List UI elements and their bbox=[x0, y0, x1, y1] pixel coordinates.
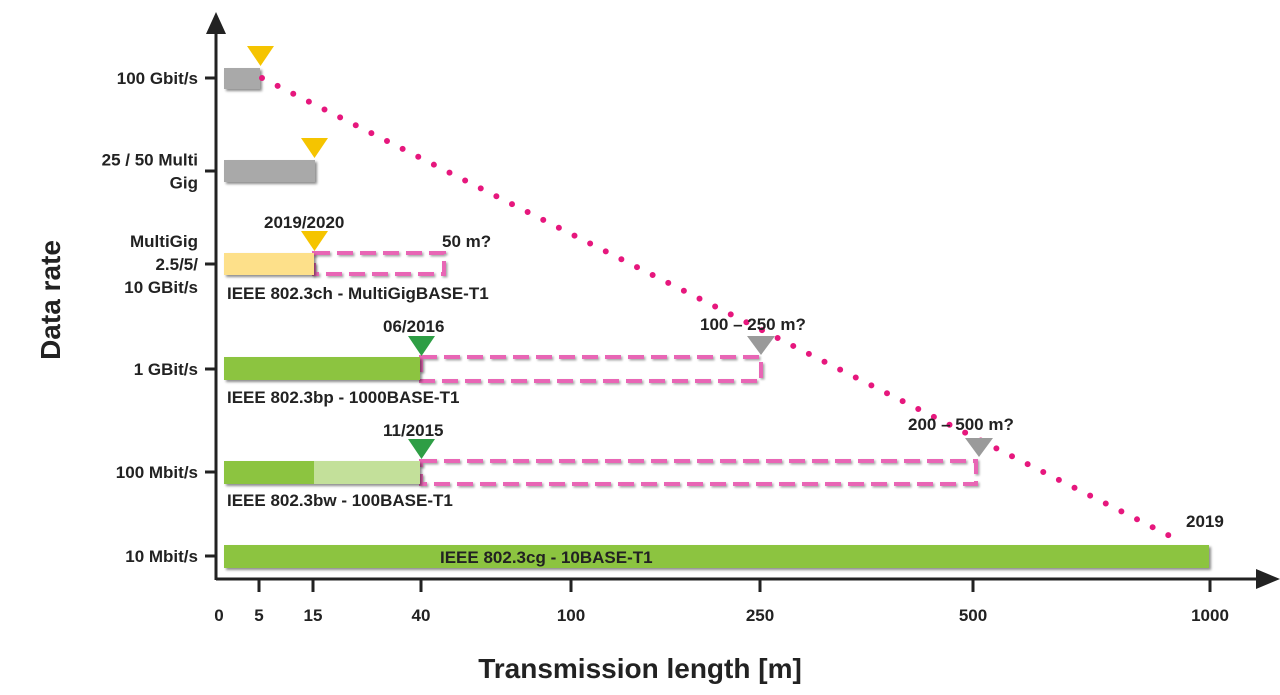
dashed-extension-100m bbox=[419, 459, 978, 486]
marker-100g bbox=[247, 46, 274, 66]
label-date-100m: 11/2015 bbox=[383, 421, 444, 440]
x-tick-label: 1000 bbox=[1191, 606, 1229, 625]
y-tick-label: 100 Gbit/s bbox=[117, 69, 198, 88]
x-tick-label: 500 bbox=[959, 606, 987, 625]
bar-10g bbox=[224, 253, 314, 275]
bar-100m bbox=[224, 461, 314, 484]
label-ext-1g: 100 – 250 m? bbox=[700, 315, 806, 334]
x-tick-label: 40 bbox=[412, 606, 431, 625]
bar-25-50g bbox=[224, 160, 315, 182]
marker-25-50g bbox=[301, 138, 328, 158]
x-tick-label: 5 bbox=[254, 606, 263, 625]
label-date-1g: 06/2016 bbox=[383, 317, 444, 336]
bar-100g bbox=[224, 68, 260, 89]
axes bbox=[206, 12, 1280, 589]
bar-10m bbox=[224, 545, 1209, 568]
bar-100m-light bbox=[314, 461, 420, 484]
label-std-10m: IEEE 802.3cg - 10BASE-T1 bbox=[440, 548, 653, 567]
y-tick-label: Gig bbox=[170, 174, 198, 193]
label-ext-10g: 50 m? bbox=[442, 232, 491, 251]
bar-1g bbox=[224, 357, 420, 380]
x-tick-label: 250 bbox=[746, 606, 774, 625]
y-axis-ticks: 100 Gbit/s 25 / 50 Multi Gig MultiGig 2.5/5/… bbox=[102, 69, 216, 566]
label-date-10g: 2019/2020 bbox=[264, 213, 344, 232]
marker-1g-ext bbox=[747, 336, 775, 355]
markers bbox=[247, 46, 993, 459]
y-axis-title: Data rate bbox=[35, 240, 66, 360]
label-std-1g: IEEE 802.3bp - 1000BASE-T1 bbox=[227, 388, 459, 407]
marker-1g bbox=[408, 336, 435, 356]
x-axis-ticks: 0 5 15 40 100 250 500 1000 bbox=[214, 579, 1229, 625]
label-std-10g: IEEE 802.3ch - MultiGigBASE-T1 bbox=[227, 284, 489, 303]
y-tick-label: 1 GBit/s bbox=[134, 360, 198, 379]
marker-100m bbox=[408, 439, 435, 459]
y-axis-arrow bbox=[206, 12, 226, 34]
label-date-10m: 2019 bbox=[1186, 512, 1224, 531]
dashed-extension-1g bbox=[419, 355, 763, 383]
y-tick-label: 10 Mbit/s bbox=[125, 547, 198, 566]
x-tick-label: 100 bbox=[557, 606, 585, 625]
x-tick-label: 0 bbox=[214, 606, 223, 625]
y-tick-label: 100 Mbit/s bbox=[116, 463, 198, 482]
x-axis-arrow bbox=[1256, 569, 1280, 589]
marker-10g bbox=[301, 231, 328, 251]
x-axis-title: Transmission length [m] bbox=[478, 653, 802, 684]
trend-line bbox=[259, 75, 1185, 545]
dashed-extensions bbox=[312, 251, 978, 486]
label-std-100m: IEEE 802.3bw - 100BASE-T1 bbox=[227, 491, 453, 510]
y-tick-label: 25 / 50 Multi bbox=[102, 151, 198, 170]
y-tick-label: 2.5/5/ bbox=[155, 255, 198, 274]
label-ext-100m: 200 – 500 m? bbox=[908, 415, 1014, 434]
x-tick-label: 15 bbox=[304, 606, 323, 625]
bars bbox=[224, 68, 1209, 568]
y-tick-label: 10 GBit/s bbox=[124, 278, 198, 297]
marker-100m-ext bbox=[965, 438, 993, 457]
dashed-extension-10g bbox=[312, 251, 446, 276]
y-tick-label: MultiGig bbox=[130, 232, 198, 251]
